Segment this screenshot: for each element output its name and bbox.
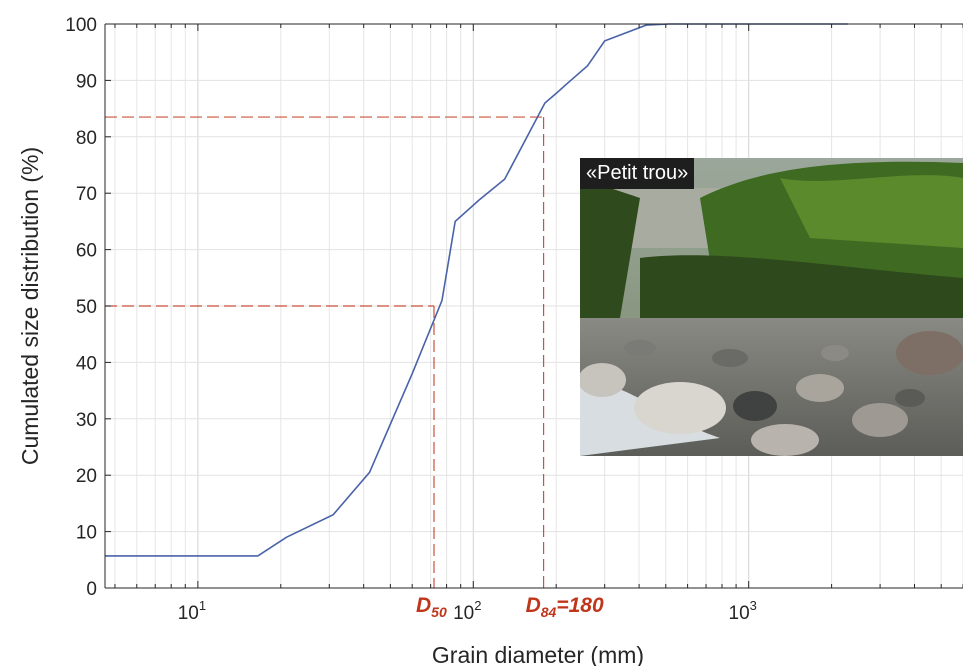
y-tick-label: 100 — [65, 15, 97, 36]
d-annotation-sub: 84 — [541, 604, 557, 620]
annotations: D50 D84=180 — [416, 594, 604, 620]
y-tick-label: 40 — [76, 353, 97, 374]
river-photo: «Petit trou» — [580, 158, 963, 456]
d-annotation-base: D — [416, 594, 431, 617]
y-tick-label: 50 — [76, 297, 97, 318]
d-annotation-base: D — [526, 594, 541, 617]
d-annotation: D84=180 — [526, 594, 604, 620]
x-tick-label: 101 — [178, 598, 206, 624]
y-tick-label: 10 — [76, 523, 97, 544]
x-tick-exponent: 2 — [474, 598, 481, 613]
y-tick-label: 30 — [76, 410, 97, 431]
y-tick-label: 20 — [76, 466, 97, 487]
d-annotation-value: =180 — [556, 594, 604, 617]
river-photo-image — [580, 158, 963, 456]
x-tick-label: 103 — [729, 598, 757, 624]
d-annotation-sub: 50 — [431, 604, 447, 620]
y-tick-label: 70 — [76, 184, 97, 205]
x-tick-exponent: 1 — [199, 598, 206, 613]
x-tick-label: 102 — [453, 598, 481, 624]
reference-lines — [105, 116, 545, 588]
x-axis-title: Grain diameter (mm) — [432, 642, 644, 666]
photo-caption: «Petit trou» — [580, 158, 695, 189]
x-tick-exponent: 3 — [750, 598, 757, 613]
y-tick-label: 60 — [76, 241, 97, 262]
y-axis-title: Cumulated size distribution (%) — [17, 147, 43, 465]
axes — [104, 23, 963, 589]
y-tick-label: 80 — [76, 128, 97, 149]
y-tick-label: 90 — [76, 71, 97, 92]
d-annotation: D50 — [416, 594, 447, 620]
y-tick-label: 0 — [86, 579, 97, 600]
